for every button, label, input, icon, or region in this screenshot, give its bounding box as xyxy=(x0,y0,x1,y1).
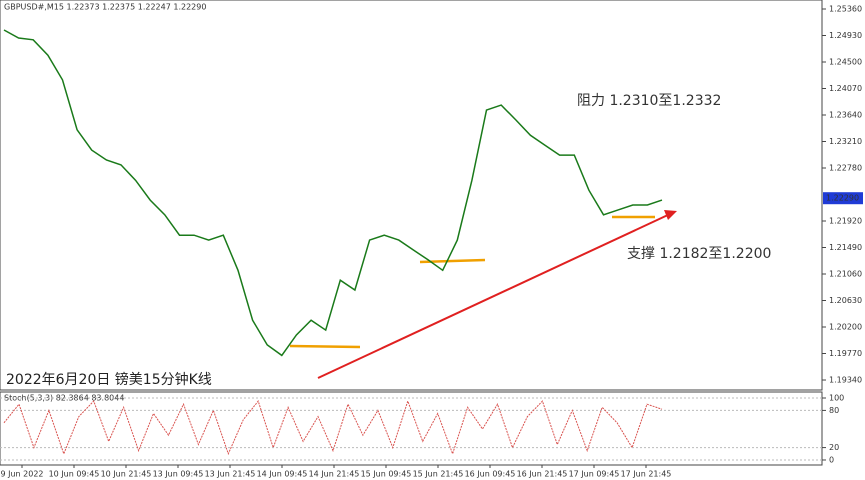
y-tick-label: 100 xyxy=(829,394,844,403)
x-tick-label: 13 Jun 09:45 xyxy=(153,470,204,479)
x-tick-label: 17 Jun 09:45 xyxy=(569,470,620,479)
chart-title: GBPUSD#,M15 1.22373 1.22375 1.22247 1.22… xyxy=(4,3,206,12)
x-tick-label: 16 Jun 21:45 xyxy=(517,470,568,479)
last-price-label: 1.22290 xyxy=(826,194,859,203)
x-tick-label: 15 Jun 09:45 xyxy=(361,470,412,479)
x-tick-label: 15 Jun 21:45 xyxy=(413,470,464,479)
y-tick-label: 1.24070 xyxy=(829,84,862,93)
trend-line xyxy=(317,213,671,379)
y-tick-label: 1.25360 xyxy=(829,4,862,13)
arrow-head xyxy=(664,210,677,220)
support-arrow xyxy=(289,344,361,349)
x-tick-label: 16 Jun 09:45 xyxy=(465,470,516,479)
stoch-pane xyxy=(0,391,823,466)
y-tick-label: 80 xyxy=(829,406,839,415)
y-tick-label: 1.21920 xyxy=(829,217,862,226)
y-tick-label: 1.24500 xyxy=(829,58,862,67)
x-tick-label: 13 Jun 21:45 xyxy=(205,470,256,479)
x-tick-label: 14 Jun 21:45 xyxy=(309,470,360,479)
y-tick-label: 1.23210 xyxy=(829,137,862,146)
price-pane xyxy=(0,0,823,391)
support-note: 支撑 1.2182至1.2200 xyxy=(627,246,771,262)
y-tick-label: 1.19770 xyxy=(829,349,862,358)
x-tick-label: 14 Jun 09:45 xyxy=(257,470,308,479)
caption: 2022年6月20日 镑美15分钟K线 xyxy=(6,371,212,388)
y-tick-label: 1.24930 xyxy=(829,31,862,40)
y-tick-label: 1.21060 xyxy=(829,270,862,279)
y-tick-label: 1.22780 xyxy=(829,164,862,173)
x-tick-label: 10 Jun 09:45 xyxy=(49,470,100,479)
price-line xyxy=(3,29,663,357)
x-tick-label: 10 Jun 21:45 xyxy=(101,470,152,479)
last-price-box xyxy=(823,192,863,205)
x-tick-label: 17 Jun 21:45 xyxy=(621,470,672,479)
y-tick-label: 1.19340 xyxy=(829,376,862,385)
resistance-note: 阻力 1.2310至1.2332 xyxy=(577,93,721,109)
y-tick-label: 1.20630 xyxy=(829,296,862,305)
y-tick-label: 1.21490 xyxy=(829,243,862,252)
y-tick-label: 1.20200 xyxy=(829,323,862,332)
y-tick-label: 0 xyxy=(829,455,834,464)
price-line xyxy=(3,399,663,456)
x-tick-label: 9 Jun 2022 xyxy=(0,470,43,479)
y-tick-label: 20 xyxy=(829,443,839,452)
y-tick-label: 1.23640 xyxy=(829,111,862,120)
